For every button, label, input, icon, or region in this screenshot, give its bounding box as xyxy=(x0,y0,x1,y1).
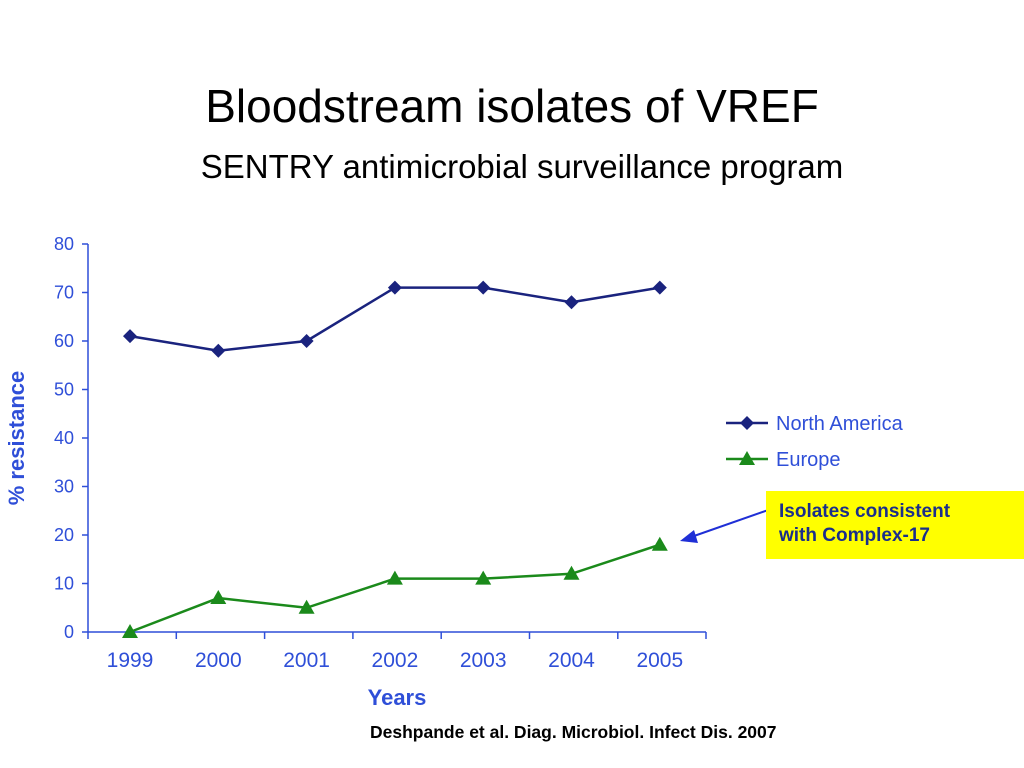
point-north-america-2000 xyxy=(211,343,226,358)
point-europe-2002 xyxy=(386,570,403,585)
point-europe-2005 xyxy=(651,536,668,551)
callout-line-2: with Complex-17 xyxy=(779,525,930,546)
y-tick-label-30: 30 xyxy=(54,477,74,497)
x-tick-label-2003: 2003 xyxy=(460,649,507,672)
callout-arrow-group xyxy=(680,507,775,543)
chart-legend: North America Europe xyxy=(726,413,904,471)
x-axis-label: Years xyxy=(368,685,427,710)
chart-marks xyxy=(122,280,668,638)
point-europe-2003 xyxy=(475,570,492,585)
complex-17-callout: Isolates consistent with Complex-17 xyxy=(766,491,1024,559)
legend-marker-europe xyxy=(739,451,755,465)
citation: Deshpande et al. Diag. Microbiol. Infect… xyxy=(370,722,777,742)
y-tick-label-20: 20 xyxy=(54,525,74,545)
point-north-america-2003 xyxy=(476,280,491,295)
x-tick-label-2000: 2000 xyxy=(195,649,242,672)
x-tick-label-2002: 2002 xyxy=(372,649,419,672)
y-tick-label-10: 10 xyxy=(54,574,74,594)
y-axis-label: % resistance xyxy=(4,371,29,506)
y-tick-label-50: 50 xyxy=(54,380,74,400)
series-line-europe xyxy=(129,543,661,634)
slide-title: Bloodstream isolates of VREF xyxy=(205,80,819,132)
x-tick-label-1999: 1999 xyxy=(107,649,154,672)
callout-line-1: Isolates consistent xyxy=(779,501,951,522)
legend-marker-north-america xyxy=(740,416,754,430)
y-tick-label-70: 70 xyxy=(54,283,74,303)
point-europe-2004 xyxy=(563,565,580,580)
x-tick-label-2004: 2004 xyxy=(548,649,595,672)
y-tick-label-80: 80 xyxy=(54,234,74,254)
y-tick-label-60: 60 xyxy=(54,331,74,351)
point-north-america-2001 xyxy=(299,334,314,348)
callout-arrow-line xyxy=(693,507,775,537)
point-europe-2001 xyxy=(298,599,315,614)
point-north-america-1999 xyxy=(123,329,137,344)
point-europe-1999 xyxy=(122,624,138,638)
x-tick-label-2001: 2001 xyxy=(283,649,330,672)
point-north-america-2005 xyxy=(652,280,667,295)
series-line-north-america xyxy=(129,286,661,352)
slide-subtitle: SENTRY antimicrobial surveillance progra… xyxy=(200,148,844,185)
y-tick-label-0: 0 xyxy=(64,622,74,642)
point-europe-2000 xyxy=(210,590,227,605)
point-north-america-2002 xyxy=(387,280,402,295)
chart-axes: 0 10 20 30 40 50 60 70 80 1999 2000 2001 2002 2003 200… xyxy=(4,234,707,710)
series-europe xyxy=(122,536,668,638)
legend-label-europe: Europe xyxy=(776,449,841,471)
series-north-america xyxy=(123,280,667,358)
callout-arrow-head xyxy=(680,530,698,543)
legend-label-north-america: North America xyxy=(776,413,904,435)
point-north-america-2004 xyxy=(564,295,579,310)
y-tick-label-40: 40 xyxy=(54,428,74,448)
x-tick-label-2005: 2005 xyxy=(636,649,683,672)
